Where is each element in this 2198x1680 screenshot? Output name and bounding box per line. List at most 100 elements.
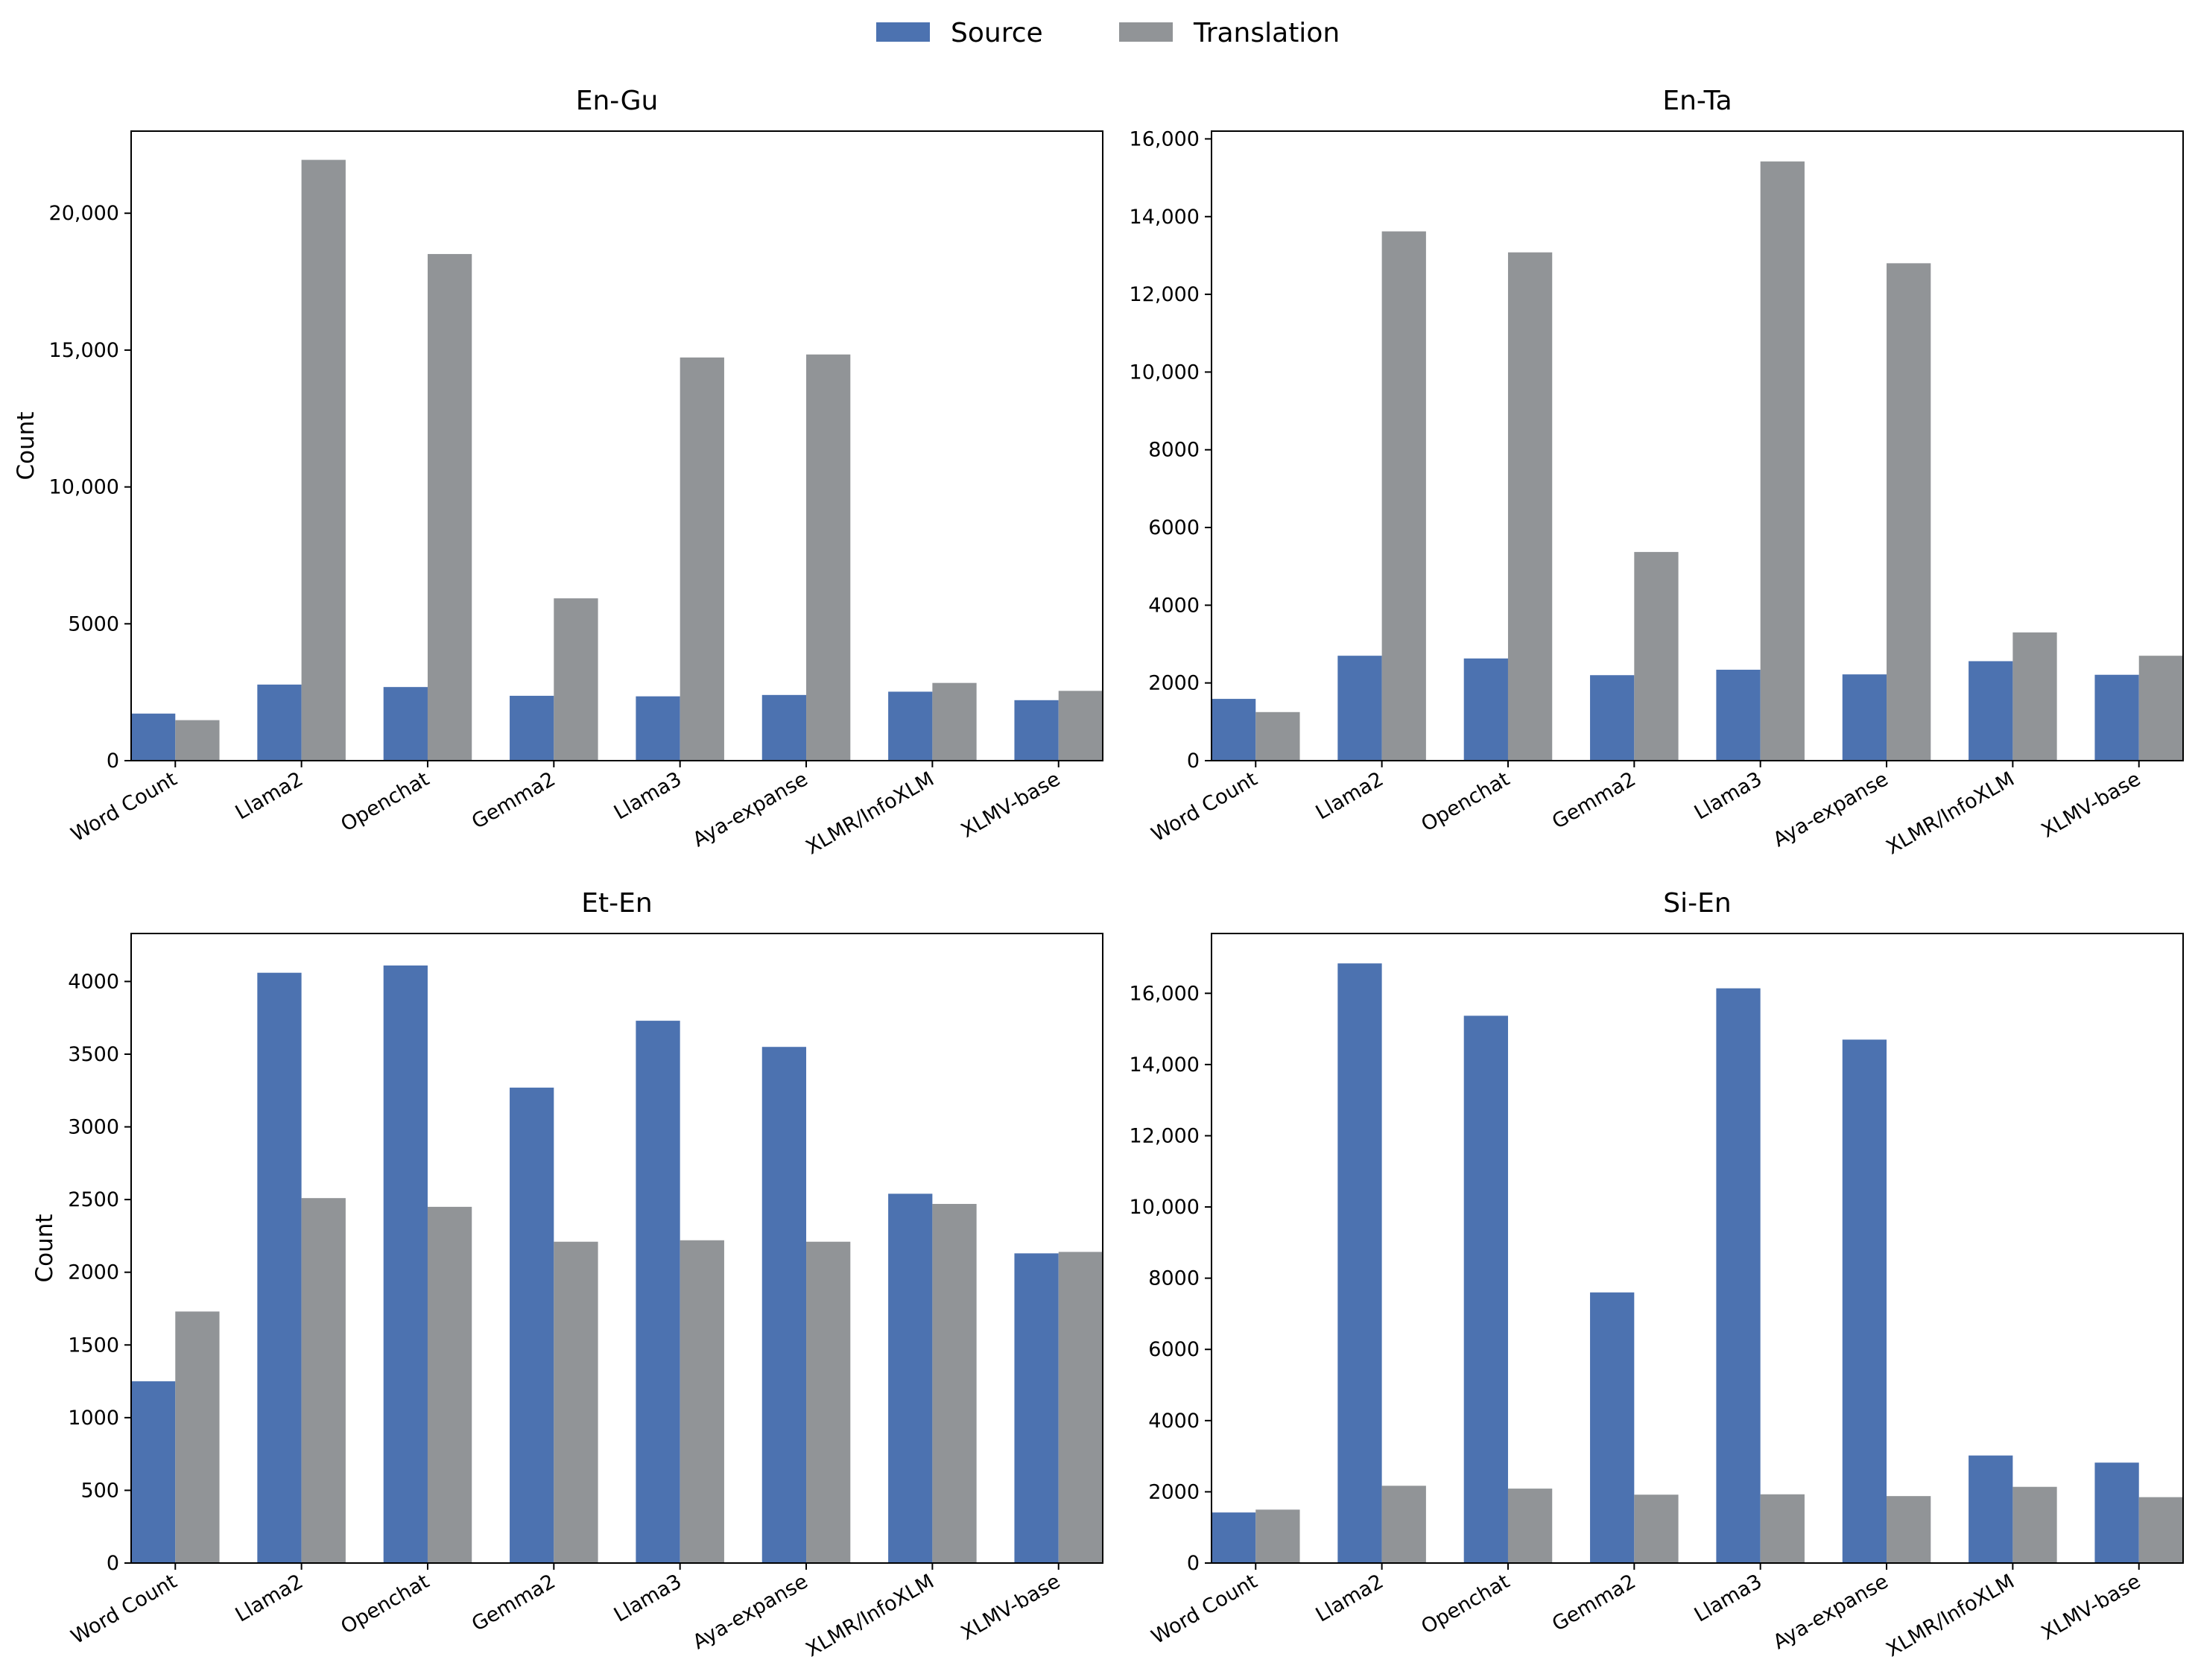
x-tick-label-xlmr-infoxlm: XLMR/InfoXLM	[1883, 1570, 2018, 1661]
legend: Source Translation	[876, 18, 1340, 48]
bar-source-xlmr-infoxlm	[1969, 1455, 2013, 1563]
y-tick-label: 12,000	[1130, 283, 1200, 306]
bar-source-word-count	[131, 713, 176, 761]
y-tick-label: 14,000	[1130, 206, 1200, 229]
x-tick-label-llama3: Llama3	[1691, 1570, 1766, 1626]
bar-translation-openchat	[427, 253, 472, 761]
bar-translation-openchat	[1507, 1489, 1553, 1563]
y-tick-label: 3000	[68, 1116, 119, 1139]
x-tick-label-aya-expanse: Aya-expanse	[1770, 767, 1893, 852]
legend-swatch-source	[876, 22, 930, 42]
y-tick-label: 10,000	[1130, 1196, 1200, 1219]
bar-translation-aya-expanse	[1887, 1496, 1931, 1563]
y-tick-label: 2500	[68, 1188, 119, 1211]
bar-translation-llama2	[301, 159, 346, 761]
legend-swatch-translation	[1119, 22, 1173, 42]
y-axis-label-et-en: Count	[31, 1214, 58, 1282]
y-tick-label: 6000	[1148, 516, 1200, 539]
bar-source-llama3	[636, 696, 680, 761]
axes-frame-et-en	[130, 933, 1103, 1564]
y-tick-label: 1000	[68, 1407, 119, 1430]
bar-translation-llama2	[1381, 1486, 1426, 1563]
bar-translation-xlmr-infoxlm	[932, 682, 977, 761]
bar-translation-llama3	[1760, 1494, 1805, 1563]
x-tick-label-llama2: Llama2	[1312, 1570, 1387, 1626]
y-tick-label: 0	[107, 749, 119, 773]
panel-title-en-gu: En-Gu	[576, 86, 659, 116]
bar-source-llama3	[1716, 669, 1761, 761]
panel-en-ta: 0 2000 4000 6000 8000 10,000 12,000 14,000 16,00…	[1130, 86, 2184, 859]
x-tick-label-openchat: Openchat	[1417, 767, 1513, 836]
bar-translation-aya-expanse	[806, 354, 851, 761]
y-tick-label: 16,000	[1130, 127, 1200, 150]
bar-source-openchat	[1463, 658, 1508, 761]
bar-source-llama3	[636, 1021, 680, 1563]
x-tick-label-xlmr-infoxlm: XLMR/InfoXLM	[1883, 767, 2018, 859]
x-tick-label-xlmr-infoxlm: XLMR/InfoXLM	[802, 1570, 938, 1661]
legend-label-translation: Translation	[1193, 18, 1340, 48]
y-tick-label: 14,000	[1130, 1053, 1200, 1077]
y-tick-label: 6000	[1148, 1338, 1200, 1361]
panel-en-gu: 0 5000 10,000 15,000 20,000 Word Count Llama2 O…	[13, 86, 1103, 859]
x-tick-label-xlmv-base: XLMV-base	[2038, 767, 2145, 843]
y-tick-label: 1500	[68, 1334, 119, 1357]
y-tick-label: 4000	[68, 970, 119, 993]
bar-translation-gemma2	[554, 598, 598, 761]
bar-source-llama3	[1716, 988, 1761, 1563]
bar-source-llama2	[257, 972, 302, 1563]
axes-frame-en-gu	[130, 130, 1103, 761]
bar-source-xlmv-base	[2094, 674, 2139, 761]
legend-label-source: Source	[951, 18, 1043, 48]
bar-source-xlmv-base	[1014, 1253, 1059, 1563]
bar-source-aya-expanse	[761, 694, 807, 761]
bar-source-gemma2	[1590, 675, 1635, 761]
y-tick-label: 0	[1187, 1552, 1200, 1575]
x-tick-label-aya-expanse: Aya-expanse	[689, 1570, 812, 1654]
x-tick-label-llama2: Llama2	[232, 1570, 307, 1626]
y-tick-label: 15,000	[49, 339, 119, 362]
x-tick-label-xlmv-base: XLMV-base	[957, 1570, 1065, 1645]
x-tick-label-gemma2: Gemma2	[468, 767, 560, 834]
panel-si-en: 0 2000 4000 6000 8000 10,000 12,000 14,000 16,00…	[1130, 888, 2184, 1661]
x-tick-label-word-count: Word Count	[1147, 767, 1261, 846]
bar-translation-llama2	[1381, 231, 1426, 761]
bar-translation-xlmv-base	[2138, 1497, 2183, 1563]
y-tick-label: 4000	[1148, 1410, 1200, 1433]
y-tick-label: 3500	[68, 1043, 119, 1066]
x-tick-label-openchat: Openchat	[337, 767, 433, 836]
bar-translation-gemma2	[554, 1241, 598, 1563]
x-tick-label-llama2: Llama2	[1312, 767, 1387, 824]
bar-translation-word-count	[1255, 711, 1300, 761]
y-tick-label: 12,000	[1130, 1124, 1200, 1147]
y-tick-label: 2000	[1148, 1480, 1200, 1503]
y-tick-label: 4000	[1148, 594, 1200, 617]
bar-translation-word-count	[1255, 1509, 1300, 1563]
bar-translation-llama3	[680, 1240, 724, 1563]
x-tick-label-aya-expanse: Aya-expanse	[1770, 1570, 1893, 1654]
y-tick-label: 2000	[68, 1261, 119, 1284]
axes-frame-en-ta	[1211, 130, 2184, 761]
bar-translation-xlmv-base	[1058, 691, 1103, 761]
bar-translation-xlmr-infoxlm	[2012, 632, 2057, 761]
x-tick-label-word-count: Word Count	[67, 1570, 180, 1649]
bar-source-xlmv-base	[1014, 700, 1059, 761]
bar-source-llama2	[1337, 963, 1382, 1563]
bar-source-word-count	[131, 1381, 176, 1563]
bar-source-xlmr-infoxlm	[888, 1194, 933, 1563]
x-tick-label-openchat: Openchat	[337, 1570, 433, 1638]
x-tick-label-xlmv-base: XLMV-base	[957, 767, 1065, 843]
y-tick-label: 8000	[1148, 439, 1200, 462]
bar-translation-llama3	[1760, 161, 1805, 761]
x-tick-label-llama2: Llama2	[232, 767, 307, 824]
bar-translation-llama2	[301, 1198, 346, 1563]
x-tick-label-llama3: Llama3	[610, 767, 685, 824]
x-tick-label-openchat: Openchat	[1417, 1570, 1513, 1638]
y-axis-label-en-gu: Count	[13, 411, 39, 480]
y-tick-label: 0	[1187, 749, 1200, 773]
y-tick-label: 10,000	[1130, 361, 1200, 384]
bar-source-aya-expanse	[1842, 1039, 1887, 1563]
x-tick-label-llama3: Llama3	[1691, 767, 1766, 824]
y-tick-label: 10,000	[49, 476, 119, 499]
